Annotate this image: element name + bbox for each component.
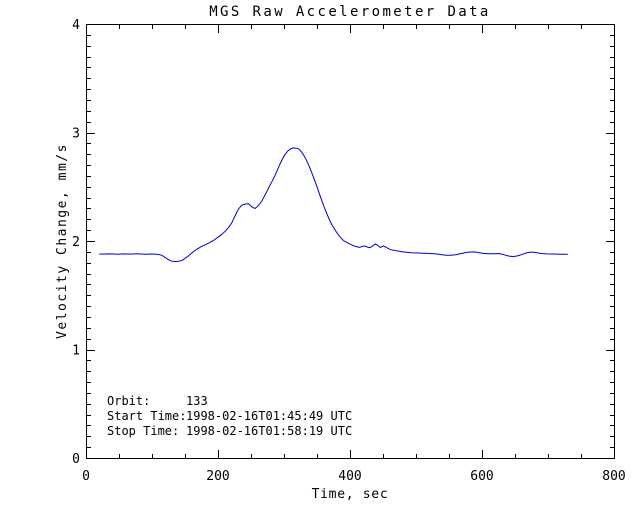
stop-time-value: 1998-02-16T01:58:19 UTC [186, 424, 352, 438]
plot-frame [86, 24, 615, 459]
y-tick-label: 3 [72, 127, 80, 142]
x-axis-label: Time, sec [312, 487, 389, 502]
x-tick-label: 600 [470, 469, 493, 484]
y-tick-label: 4 [72, 18, 80, 33]
chart-title: MGS Raw Accelerometer Data [209, 4, 491, 20]
orbit-label: Orbit: [107, 394, 150, 408]
annotation-block: Orbit: 133 Start Time: 1998-02-16T01:45:… [107, 394, 352, 438]
y-tick-label: 2 [72, 235, 80, 250]
y-tick-label: 1 [72, 344, 80, 359]
start-time-value: 1998-02-16T01:45:49 UTC [186, 409, 352, 423]
start-time-label: Start Time: [107, 409, 186, 423]
x-tick-label: 800 [602, 469, 625, 484]
x-tick-label: 0 [82, 469, 90, 484]
orbit-value: 133 [186, 394, 208, 408]
y-tick-label: 0 [72, 452, 80, 467]
axes-layer: 0 200 400 600 800 0 1 2 3 4 [72, 18, 626, 484]
stop-time-label: Stop Time: [107, 424, 179, 438]
x-tick-label: 200 [206, 469, 229, 484]
data-layer [99, 147, 568, 263]
y-axis-label: Velocity Change, mm/s [55, 143, 70, 339]
velocity-data-line [99, 147, 568, 263]
x-tick-label: 400 [338, 469, 361, 484]
